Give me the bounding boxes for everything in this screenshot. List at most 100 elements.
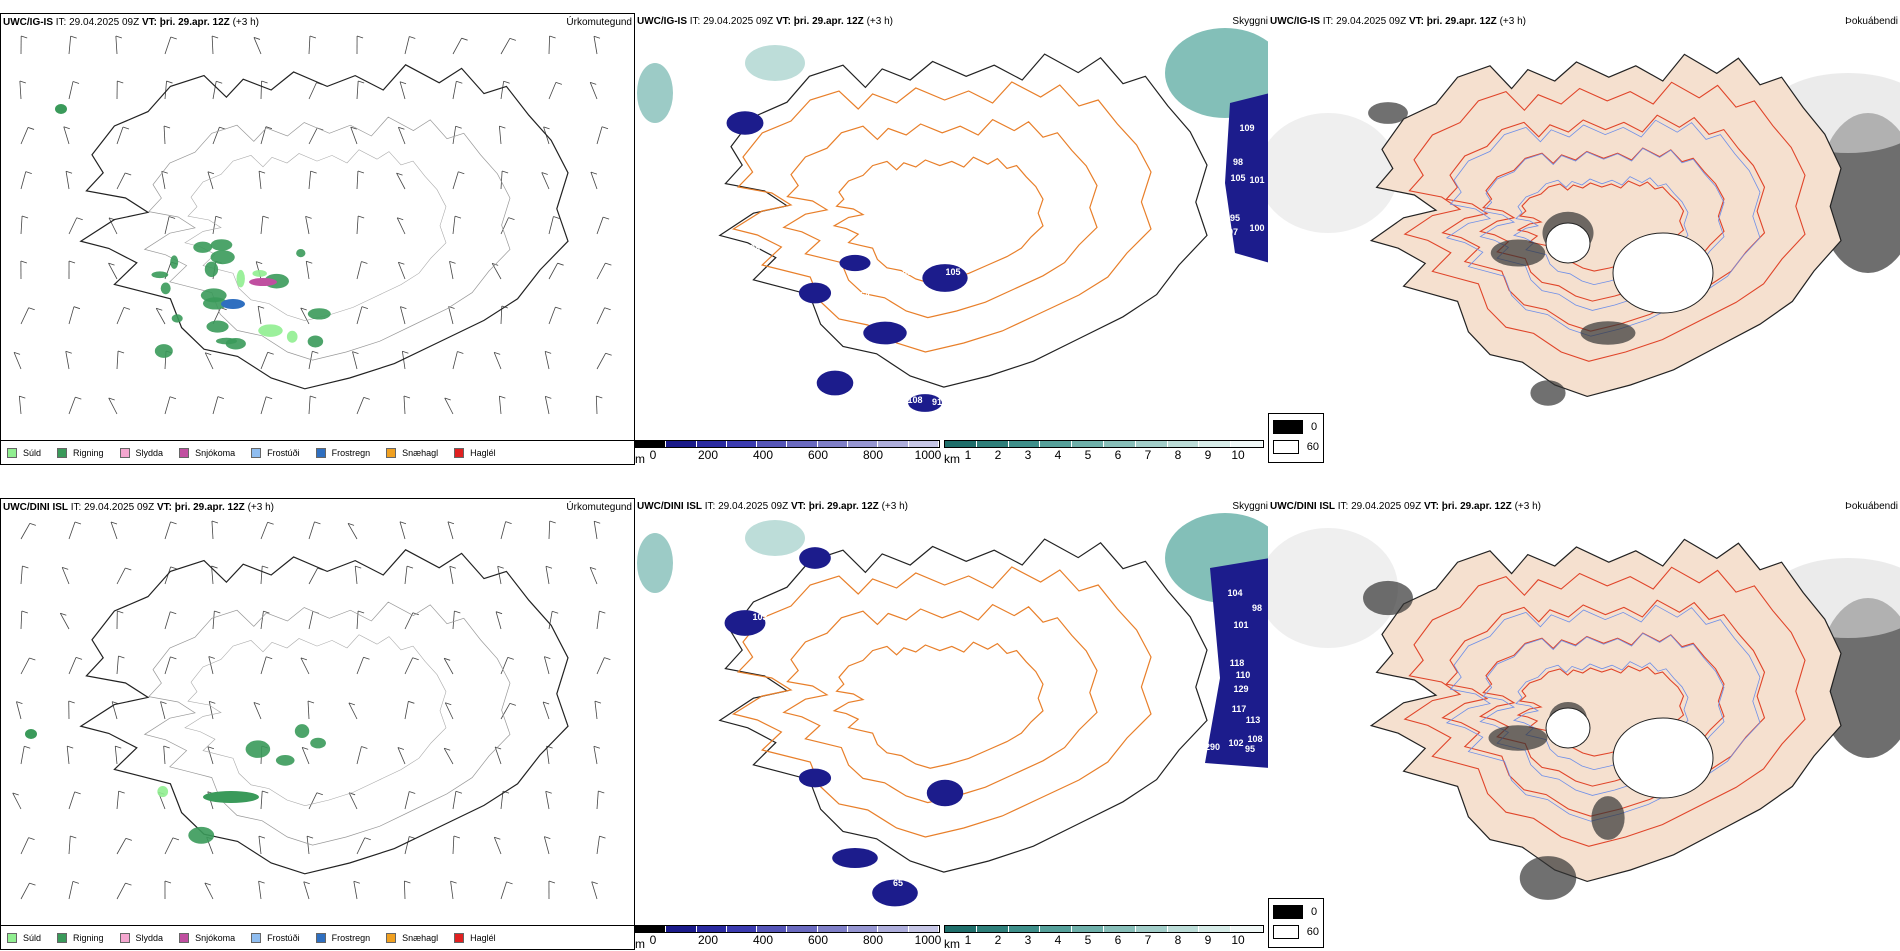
cloud-base-label: 90 — [1220, 241, 1230, 251]
wind-barb-tick — [167, 81, 173, 83]
scale-tick: 2 — [995, 448, 1002, 462]
wind-barb-tick — [454, 836, 460, 838]
precip-area — [25, 729, 37, 739]
legend-swatch — [251, 933, 261, 943]
scale-swatch — [945, 926, 977, 932]
precip-area — [252, 270, 266, 277]
cloud-base-label: 98 — [1252, 603, 1262, 613]
wind-barb — [21, 127, 28, 144]
legend-swatch — [7, 933, 17, 943]
legend-swatch — [454, 448, 464, 458]
wind-barb — [453, 126, 456, 144]
legend-label: Súld — [23, 933, 41, 943]
wind-barb-tick — [550, 36, 556, 38]
low-cloud-area — [799, 769, 831, 788]
wind-barb-tick — [499, 126, 505, 128]
wind-barb — [309, 522, 314, 539]
wind-barb — [212, 521, 213, 539]
scale-swatch — [1104, 441, 1136, 447]
wind-barb-tick — [596, 396, 602, 398]
wind-barb — [357, 216, 358, 234]
wind-barb-tick — [26, 172, 32, 174]
legend-item: Frostregn — [316, 448, 371, 458]
freezing-rain-area — [221, 299, 245, 309]
wind-barb — [261, 566, 262, 584]
glacier — [1613, 718, 1713, 798]
vt-label: VT: — [157, 502, 172, 513]
low-cloud-area — [799, 547, 831, 569]
cloud-base-label: 102 — [1228, 738, 1243, 748]
precip-area — [172, 314, 183, 322]
cloud-base-label: 109 — [1239, 123, 1254, 133]
fog-legend-label: 60 — [1307, 926, 1319, 938]
fog-map — [1268, 498, 1900, 918]
wind-barb — [453, 836, 454, 854]
snow-area — [249, 278, 277, 286]
wind-barb-tick — [29, 883, 35, 885]
vt-value: þri. 29.apr. 12Z — [794, 16, 864, 27]
wind-barb — [162, 171, 165, 189]
cloud-base-label: 79 — [785, 150, 795, 160]
fog-legend-item: 60 — [1273, 925, 1319, 939]
precip-map — [1, 499, 635, 919]
wind-barb-tick — [507, 882, 513, 884]
fog-area — [1591, 796, 1624, 840]
wind-barb-tick — [358, 216, 364, 218]
cloud-base-label: 98 — [750, 243, 760, 253]
wind-barb-tick — [125, 568, 131, 570]
legend-item: Slydda — [120, 448, 164, 458]
wind-barb — [355, 566, 357, 584]
wind-barb — [21, 658, 29, 674]
legend-swatch — [386, 933, 396, 943]
scale-swatch — [697, 441, 727, 447]
wind-barb-tick — [606, 353, 612, 355]
legend-swatch — [316, 448, 326, 458]
wind-barb — [21, 883, 29, 899]
scale-tick: 10 — [1231, 448, 1244, 462]
precip-area — [308, 335, 323, 347]
wind-barb-tick — [502, 171, 508, 173]
scale-swatch — [977, 441, 1009, 447]
legend-label: Frostregn — [332, 448, 371, 458]
legend-item: Frostúði — [251, 933, 300, 943]
coastline — [720, 539, 1207, 872]
wind-barb — [549, 263, 558, 279]
wind-barb-tick — [409, 37, 415, 39]
wind-barb — [597, 263, 605, 279]
scale-swatch — [1168, 441, 1200, 447]
wind-barb-tick — [212, 36, 218, 38]
wind-barb — [445, 703, 453, 719]
cloud-base-label: 108 — [907, 395, 922, 405]
glacier — [1546, 223, 1590, 263]
wind-barb — [69, 522, 75, 539]
wind-barb-tick — [71, 36, 77, 38]
scale-swatch — [1072, 926, 1104, 932]
wind-barb — [259, 836, 261, 854]
scale-swatch — [848, 926, 878, 932]
wind-barb — [357, 397, 364, 414]
scale-swatch — [787, 441, 817, 447]
legend-label: Rigning — [73, 448, 104, 458]
scale-swatch — [1136, 926, 1168, 932]
wind-barb — [351, 127, 357, 144]
wind-barb — [309, 128, 317, 144]
cloud-base-label: 105 — [945, 267, 960, 277]
wind-barb — [357, 81, 358, 99]
wind-barb-tick — [409, 837, 415, 839]
scale-tick: 800 — [863, 448, 883, 462]
scale-tick: 9 — [1205, 448, 1212, 462]
wind-barb — [209, 701, 213, 719]
wind-barb — [205, 883, 213, 899]
wind-barb — [590, 82, 597, 99]
wind-barb-tick — [549, 881, 555, 883]
wind-barb — [549, 521, 550, 539]
cloud-base-label: 101 — [1233, 620, 1248, 630]
wind-barb — [304, 882, 309, 899]
wind-barb-tick — [21, 36, 27, 38]
panel-header: UWC/DINI ISL IT: 29.04.2025 09Z VT: þri.… — [1270, 501, 1541, 512]
wind-barb — [543, 702, 549, 719]
wind-barb — [597, 658, 604, 674]
